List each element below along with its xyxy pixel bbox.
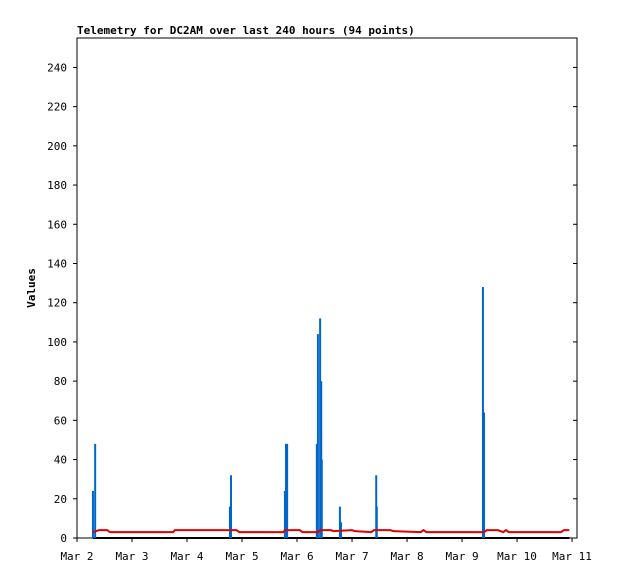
y-tick-label: 220 (47, 101, 67, 114)
y-tick-label: 100 (47, 336, 67, 349)
y-tick-label: 140 (47, 257, 67, 270)
y-tick-label: 200 (47, 140, 67, 153)
x-tick-label: Mar 4 (170, 550, 203, 563)
y-tick-label: 180 (47, 179, 67, 192)
y-tick-label: 0 (60, 532, 67, 545)
y-axis-label: Values (25, 268, 38, 308)
y-tick-label: 80 (54, 375, 67, 388)
series-line (92, 528, 570, 534)
x-tick-label: Mar 11 (552, 550, 592, 563)
x-tick-label: Mar 10 (497, 550, 537, 563)
x-tick-label: Mar 6 (280, 550, 313, 563)
x-tick-label: Mar 9 (445, 550, 478, 563)
chart-title: Telemetry for DC2AM over last 240 hours … (77, 24, 415, 37)
y-tick-label: 120 (47, 297, 67, 310)
x-tick-label: Mar 8 (390, 550, 423, 563)
y-tick-label: 40 (54, 454, 67, 467)
y-tick-label: 60 (54, 414, 67, 427)
x-tick-label: Mar 3 (115, 550, 148, 563)
y-tick-label: 240 (47, 61, 67, 74)
y-tick-label: 20 (54, 493, 67, 506)
x-tick-label: Mar 2 (60, 550, 93, 563)
x-tick-label: Mar 5 (225, 550, 258, 563)
plot-frame (76, 37, 578, 539)
y-tick-label: 160 (47, 218, 67, 231)
x-tick-label: Mar 7 (335, 550, 368, 563)
